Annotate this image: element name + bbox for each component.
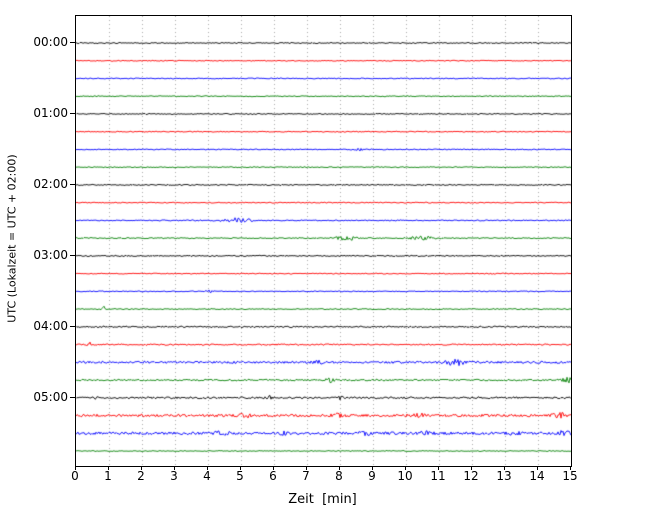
x-tick-label: 2 xyxy=(137,469,145,483)
y-tick-mark xyxy=(70,112,75,114)
x-tick-label: 12 xyxy=(463,469,479,483)
x-tick-mark xyxy=(504,466,505,470)
x-tick-mark xyxy=(108,466,109,470)
y-tick-label: 00:00 xyxy=(33,35,68,49)
x-tick-mark xyxy=(174,466,175,470)
x-tick-mark xyxy=(339,466,340,470)
x-tick-mark xyxy=(405,466,406,470)
x-tick-mark xyxy=(537,466,538,470)
x-tick-label: 11 xyxy=(430,469,446,483)
x-axis-label: Zeit [min] xyxy=(288,492,357,507)
x-tick-label: 5 xyxy=(236,469,244,483)
x-tick-mark xyxy=(240,466,241,470)
y-tick-mark xyxy=(70,183,75,185)
x-tick-label: 9 xyxy=(368,469,376,483)
x-tick-mark xyxy=(372,466,373,470)
seismogram-traces-canvas xyxy=(76,16,571,466)
x-tick-label: 13 xyxy=(496,469,512,483)
y-axis-label: UTC (Lokalzeit = UTC + 02:00) xyxy=(5,154,19,323)
y-tick-label: 02:00 xyxy=(33,176,68,191)
x-tick-mark xyxy=(438,466,439,470)
x-tick-mark xyxy=(273,466,274,470)
y-tick-label: 05:00 xyxy=(33,389,68,404)
x-tick-mark xyxy=(75,466,76,470)
x-tick-label: 14 xyxy=(529,469,545,483)
x-tick-label: 10 xyxy=(397,469,413,483)
y-tick-mark xyxy=(70,42,75,43)
x-tick-mark xyxy=(207,466,208,470)
x-tick-label: 7 xyxy=(302,469,310,483)
x-tick-mark xyxy=(471,466,472,470)
x-tick-label: 4 xyxy=(203,469,211,483)
x-tick-label: 8 xyxy=(335,469,343,483)
x-tick-mark xyxy=(141,466,142,470)
x-tick-label: 0 xyxy=(71,469,79,483)
y-tick-label: 04:00 xyxy=(33,318,68,333)
x-tick-label: 15 xyxy=(562,469,578,483)
x-tick-mark xyxy=(306,466,307,470)
y-tick-label: 01:00 xyxy=(33,105,68,120)
x-tick-label: 6 xyxy=(269,469,277,483)
x-tick-label: 3 xyxy=(170,469,178,483)
y-tick-mark xyxy=(70,254,75,256)
y-tick-mark xyxy=(70,396,75,398)
x-tick-mark xyxy=(570,466,571,470)
x-tick-label: 1 xyxy=(104,469,112,483)
plot-area xyxy=(75,15,572,467)
y-tick-label: 03:00 xyxy=(33,247,68,262)
y-tick-mark xyxy=(70,325,75,327)
